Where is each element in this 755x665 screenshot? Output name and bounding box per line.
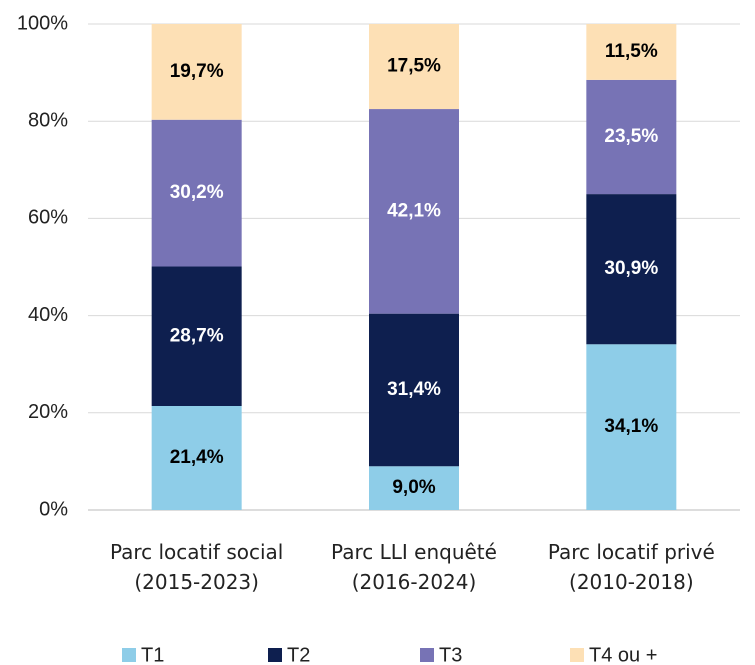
bar-segment [586, 344, 677, 510]
data-label: 11,5% [605, 41, 658, 62]
bar-segment [151, 24, 242, 120]
legend-swatch [570, 648, 584, 662]
y-tick-label: 40% [28, 304, 68, 326]
legend-swatch [268, 648, 282, 662]
data-label: 28,7% [170, 325, 224, 346]
data-label: 9,0% [392, 477, 435, 498]
bar-segment [151, 405, 242, 510]
y-tick-label: 0% [39, 498, 68, 520]
y-tick-label: 20% [28, 401, 68, 423]
data-label: 31,4% [387, 379, 441, 400]
x-tick-label: Parc locatif social (2015-2023) [109, 540, 284, 594]
legend-label: T4 ou + [589, 644, 657, 665]
legend-swatch [420, 648, 434, 662]
data-label: 30,9% [604, 258, 658, 279]
x-tick-label: Parc locatif privé (2010-2018) [547, 540, 715, 594]
bar-segment [369, 466, 459, 510]
bar-segment [586, 194, 677, 345]
legend-label: T1 [141, 644, 164, 665]
data-label: 19,7% [170, 61, 224, 82]
legend-label: T2 [287, 644, 310, 665]
bar-segment [151, 266, 242, 406]
data-label: 42,1% [387, 200, 441, 221]
bar-segment [369, 313, 459, 467]
x-tick-label: Parc LLI enquêté (2016-2024) [331, 540, 497, 594]
bar-segment [369, 24, 459, 110]
y-tick-label: 100% [17, 12, 68, 34]
y-tick-label: 80% [28, 109, 68, 131]
bar-segment [586, 24, 677, 80]
data-label: 17,5% [387, 56, 441, 77]
y-tick-label: 60% [28, 207, 68, 229]
data-label: 34,1% [604, 416, 658, 437]
data-label: 30,2% [170, 182, 224, 203]
bar-segment [151, 119, 242, 267]
legend-label: T3 [439, 644, 462, 665]
bar-segment [586, 79, 677, 195]
legend-swatch [122, 648, 136, 662]
bar-segment [369, 109, 459, 314]
data-label: 21,4% [170, 447, 224, 468]
data-label: 23,5% [604, 126, 658, 147]
